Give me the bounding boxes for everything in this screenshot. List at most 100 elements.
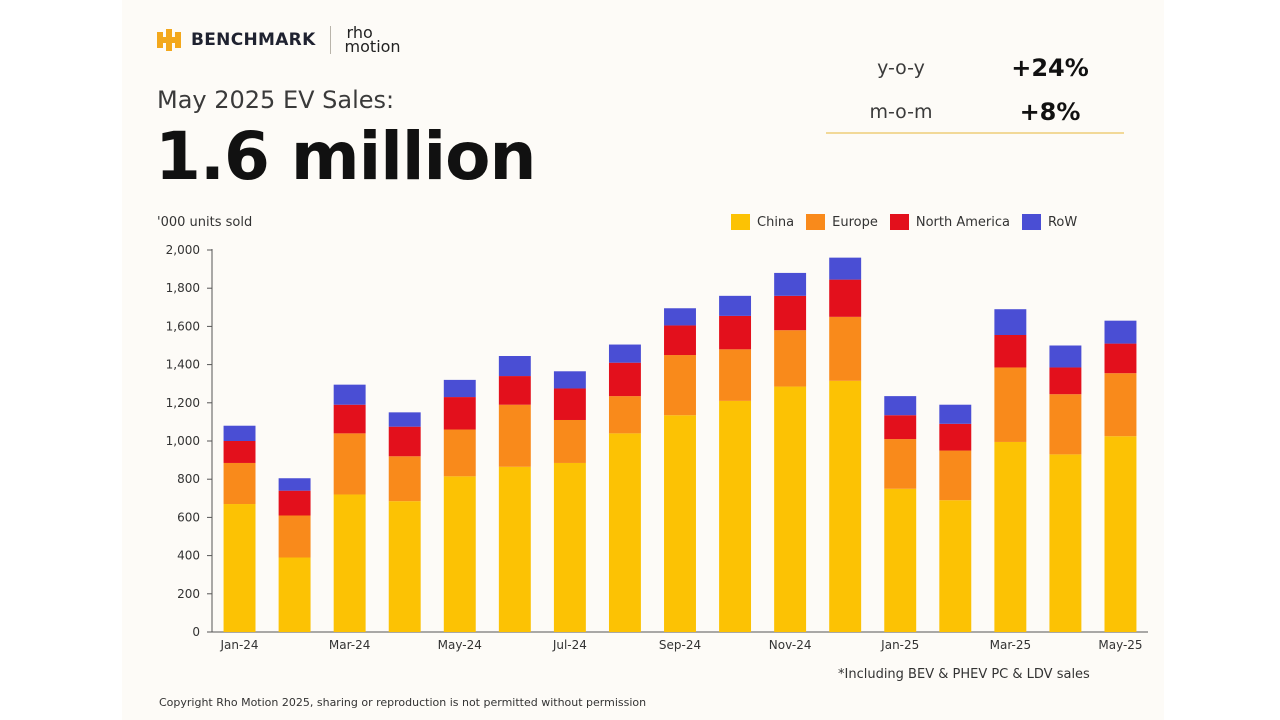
bar-north-america-mar-25 xyxy=(994,334,1027,368)
y-tick-label: 1,200 xyxy=(166,396,200,410)
bar-row-mar-25 xyxy=(994,309,1027,335)
bar-china-jan-24 xyxy=(223,504,256,632)
y-tick-label: 400 xyxy=(177,549,200,563)
motion-logo-text: motion xyxy=(344,37,401,56)
bar-north-america-nov-24 xyxy=(774,295,807,331)
kpi-yoy: y-o-y +24% xyxy=(826,50,1124,86)
kpi-mom: m-o-m +8% xyxy=(826,94,1124,130)
bar-europe-nov-24 xyxy=(774,330,807,387)
bar-china-mar-25 xyxy=(994,441,1027,632)
y-tick-label: 800 xyxy=(177,472,200,486)
bar-row-jul-24 xyxy=(553,371,586,389)
bar-row-feb-25 xyxy=(939,404,972,424)
bar-row-aug-24 xyxy=(608,344,641,363)
bar-china-aug-24 xyxy=(608,433,641,632)
bar-north-america-apr-25 xyxy=(1049,367,1082,395)
legend-item-china: China xyxy=(731,214,794,230)
bar-europe-jun-24 xyxy=(498,404,531,467)
legend-swatch-china xyxy=(731,214,750,230)
bar-north-america-jun-24 xyxy=(498,376,531,405)
legend-swatch-row xyxy=(1021,214,1041,230)
bar-row-nov-24 xyxy=(774,272,807,296)
benchmark-logo-text: BENCHMARK xyxy=(191,30,316,50)
bar-north-america-dec-24 xyxy=(829,279,862,317)
bar-row-oct-24 xyxy=(719,295,752,316)
rho-logo-text: rho xyxy=(346,23,373,42)
x-tick-label: May-24 xyxy=(438,638,482,652)
bar-europe-mar-25 xyxy=(994,367,1027,442)
x-tick-label: Jan-25 xyxy=(880,638,919,652)
bar-china-may-25 xyxy=(1104,436,1137,632)
y-tick-label: 1,800 xyxy=(166,281,200,295)
legend-label-row: RoW xyxy=(1047,214,1078,230)
x-tick-label: May-25 xyxy=(1098,638,1142,652)
rho-motion-logo: rho motion xyxy=(344,23,401,56)
benchmark-logo-icon xyxy=(157,29,181,51)
headline-figure: 1.6 million xyxy=(155,118,536,195)
legend-label-north-america: North America xyxy=(915,214,1010,230)
y-tick-label: 1,000 xyxy=(166,434,200,448)
x-tick-label: Nov-24 xyxy=(769,638,812,652)
bar-row-sep-24 xyxy=(664,308,696,326)
bar-china-dec-24 xyxy=(829,380,862,632)
bar-north-america-jan-25 xyxy=(884,415,917,440)
y-axis-label: '000 units sold xyxy=(157,215,253,230)
bar-china-jul-24 xyxy=(553,462,586,632)
legend-item-row: RoW xyxy=(1021,214,1078,230)
bar-europe-apr-24 xyxy=(388,456,421,502)
bar-north-america-feb-25 xyxy=(939,423,972,451)
kpi-yoy-value: +24% xyxy=(1011,54,1089,82)
copyright-notice: Copyright Rho Motion 2025, sharing or re… xyxy=(159,696,647,709)
legend-label-china: China xyxy=(757,214,795,230)
bar-row-apr-24 xyxy=(388,412,421,427)
bar-north-america-aug-24 xyxy=(608,362,641,397)
x-tick-label: Jan-24 xyxy=(219,638,258,652)
legend-swatch-europe xyxy=(806,214,826,230)
bar-china-sep-24 xyxy=(664,415,696,632)
bar-europe-sep-24 xyxy=(664,355,696,416)
bar-europe-aug-24 xyxy=(608,396,641,434)
bar-row-apr-25 xyxy=(1049,345,1082,368)
footnote: *Including BEV & PHEV PC & LDV sales xyxy=(838,667,1090,682)
bar-row-mar-24 xyxy=(333,384,366,405)
bar-europe-apr-25 xyxy=(1049,394,1082,455)
bar-north-america-feb-24 xyxy=(278,490,311,516)
bar-china-apr-24 xyxy=(388,501,421,632)
bar-north-america-jan-24 xyxy=(223,441,256,463)
bar-row-dec-24 xyxy=(829,257,862,280)
x-tick-label: Mar-24 xyxy=(329,638,370,652)
bar-north-america-apr-24 xyxy=(388,426,421,457)
bar-china-feb-24 xyxy=(278,557,311,632)
kpi-mom-value: +8% xyxy=(1019,98,1081,126)
y-tick-label: 200 xyxy=(177,587,200,601)
kpi-mom-label: m-o-m xyxy=(869,101,933,123)
page-subtitle: May 2025 EV Sales: xyxy=(157,86,395,114)
bar-china-feb-25 xyxy=(939,500,972,632)
y-tick-label: 600 xyxy=(177,510,200,524)
bar-north-america-sep-24 xyxy=(664,325,696,356)
chart-legend: China Europe North America RoW xyxy=(731,214,1089,230)
y-tick-label: 1,400 xyxy=(166,358,200,372)
bar-europe-jan-25 xyxy=(884,439,917,489)
bar-north-america-jul-24 xyxy=(553,388,586,420)
bar-europe-feb-24 xyxy=(278,515,311,558)
legend-item-europe: Europe xyxy=(806,214,878,230)
bar-europe-jan-24 xyxy=(223,462,256,505)
bar-china-oct-24 xyxy=(719,400,752,632)
logo-divider xyxy=(329,26,331,54)
bar-europe-oct-24 xyxy=(719,349,752,401)
y-tick-label: 1,600 xyxy=(166,319,200,333)
kpi-yoy-label: y-o-y xyxy=(877,57,925,79)
legend-label-europe: Europe xyxy=(832,214,878,230)
x-tick-label: Sep-24 xyxy=(659,638,701,652)
x-tick-label: Jul-24 xyxy=(552,638,587,652)
bar-china-mar-24 xyxy=(333,494,366,632)
bar-row-jun-24 xyxy=(498,356,531,377)
bar-row-feb-24 xyxy=(278,478,311,491)
bar-china-may-24 xyxy=(443,476,476,632)
bar-europe-jul-24 xyxy=(553,419,586,463)
bar-row-may-25 xyxy=(1104,320,1137,344)
bar-china-nov-24 xyxy=(774,386,807,632)
bar-row-jan-24 xyxy=(223,425,256,441)
